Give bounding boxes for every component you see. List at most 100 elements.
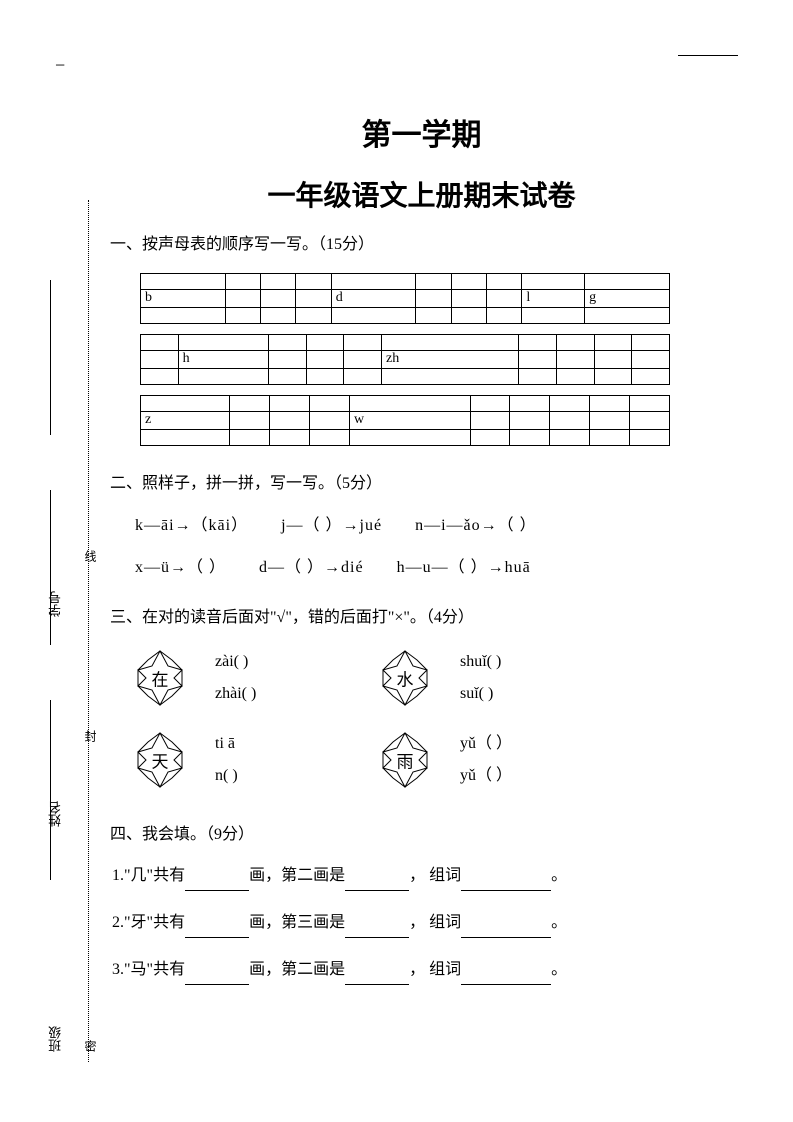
q3-opt: yǔ（ ） bbox=[460, 728, 620, 760]
q2-row-1: k—āi→（kāi） j—（ ）→jué n—i—ǎo→（ ） bbox=[135, 511, 733, 535]
q1-cell bbox=[550, 411, 590, 429]
blank[interactable] bbox=[461, 873, 551, 891]
q1-cell bbox=[344, 350, 382, 368]
q3-opt: n( ) bbox=[215, 760, 375, 792]
q1-cell bbox=[296, 289, 331, 307]
q1-cell: w bbox=[350, 411, 471, 429]
q4-line: 3."马"共有画，第二画是， 组词。 bbox=[112, 956, 733, 985]
q3-opt: ti ā bbox=[215, 728, 375, 760]
q1-cell bbox=[556, 350, 594, 368]
q1-heading: 一、按声母表的顺序写一写。（15分） bbox=[110, 232, 733, 258]
q4-text: 共有 bbox=[153, 961, 185, 978]
q4-heading: 四、我会填。（9分） bbox=[110, 822, 733, 848]
q2-item: x—ü→（ ） bbox=[135, 559, 226, 576]
q4-num: 1. bbox=[112, 867, 124, 884]
blank[interactable] bbox=[185, 920, 249, 938]
q3-readings: zài( ) zhài( ) bbox=[215, 646, 375, 710]
q1-cell bbox=[630, 411, 670, 429]
star-char: 水 bbox=[397, 665, 414, 690]
q3-row: 天 ti ā n( ) 雨 yǔ（ ） yǔ（ ） bbox=[130, 728, 733, 792]
q1-cell bbox=[310, 411, 350, 429]
blank[interactable] bbox=[185, 967, 249, 985]
q4-text: 共有 bbox=[153, 867, 185, 884]
q4-char: 马 bbox=[131, 961, 147, 978]
page-title-1: 第一学期 bbox=[110, 110, 733, 154]
q1-cell: h bbox=[178, 350, 268, 368]
q1-table-2: h zh bbox=[140, 334, 670, 385]
q1-cell bbox=[594, 350, 632, 368]
q1-cell bbox=[269, 350, 307, 368]
q1-cell bbox=[510, 411, 550, 429]
q3-heading: 三、在对的读音后面对"√"，错的后面打"×"。（4分） bbox=[110, 605, 733, 631]
q1-cell bbox=[470, 411, 510, 429]
q3-opt: zhài( ) bbox=[215, 678, 375, 710]
q2-heading: 二、照样子，拼一拼，写一写。（5分） bbox=[110, 471, 733, 497]
star-shui: 水 bbox=[375, 648, 435, 708]
q1-cell bbox=[230, 411, 270, 429]
q1-cell: d bbox=[331, 289, 416, 307]
q1-cell: b bbox=[141, 289, 226, 307]
q4-stroke-label: 第三画是 bbox=[281, 914, 345, 931]
q1-cell bbox=[590, 411, 630, 429]
q4-period: 。 bbox=[551, 867, 567, 884]
binding-line-name bbox=[50, 490, 51, 645]
q4-text: 共有 bbox=[153, 914, 185, 931]
q1-table-1: b d l g bbox=[140, 273, 670, 324]
q2-item: d—（ ）→dié bbox=[259, 559, 364, 576]
q3-row: 在 zài( ) zhài( ) 水 shuǐ( ) suǐ( ) bbox=[130, 646, 733, 710]
q1-cell: l bbox=[522, 289, 585, 307]
q1-cell bbox=[270, 411, 310, 429]
q2-item: n—i—ǎo→（ ） bbox=[415, 517, 537, 534]
q2-row-2: x—ü→（ ） d—（ ）→dié h—u—（ ）→huā bbox=[135, 553, 733, 577]
binding-label-class: 班级 bbox=[46, 1026, 65, 1052]
q3-opt: zài( ) bbox=[215, 646, 375, 678]
q4-char: 几 bbox=[131, 867, 147, 884]
q1-cell: zh bbox=[382, 350, 519, 368]
binding-label-id: 学号 bbox=[46, 591, 65, 617]
q1-cell bbox=[519, 350, 557, 368]
q4-stroke-label: 第二画是 bbox=[281, 961, 345, 978]
q1-cell bbox=[141, 350, 179, 368]
q3-grid: 在 zài( ) zhài( ) 水 shuǐ( ) suǐ( ) 天 bbox=[130, 646, 733, 792]
binding-line-id bbox=[50, 280, 51, 435]
star-tian: 天 bbox=[130, 730, 190, 790]
blank[interactable] bbox=[345, 967, 409, 985]
q2-item: j—（ ）→jué bbox=[281, 517, 382, 534]
blank[interactable] bbox=[345, 920, 409, 938]
q2-item: k—āi→（kāi） bbox=[135, 517, 248, 534]
blank[interactable] bbox=[461, 967, 551, 985]
star-char: 雨 bbox=[397, 747, 414, 772]
q3-readings: ti ā n( ) bbox=[215, 728, 375, 792]
q4-text: 画， bbox=[249, 914, 281, 931]
star-char: 天 bbox=[152, 747, 169, 772]
q2-item: h—u—（ ）→huā bbox=[397, 559, 531, 576]
star-char: 在 bbox=[152, 665, 169, 690]
q1-cell bbox=[306, 350, 344, 368]
q1-cell bbox=[225, 289, 260, 307]
seal-xian: 线 bbox=[82, 550, 99, 562]
q1-cell: g bbox=[585, 289, 670, 307]
q3-opt: shuǐ( ) bbox=[460, 646, 620, 678]
q3-opt: yǔ（ ） bbox=[460, 760, 620, 792]
q4-num: 3. bbox=[112, 961, 124, 978]
q4-char: 牙 bbox=[131, 914, 147, 931]
q4-line: 1."几"共有画，第二画是， 组词。 bbox=[112, 862, 733, 891]
page-title-2: 一年级语文上册期末试卷 bbox=[110, 174, 733, 214]
binding-line-class bbox=[50, 700, 51, 880]
q1-cell bbox=[416, 289, 451, 307]
blank[interactable] bbox=[345, 873, 409, 891]
q3-readings: shuǐ( ) suǐ( ) bbox=[460, 646, 620, 710]
binding-label-name: 姓名 bbox=[46, 801, 65, 827]
q4-text: ， 组词 bbox=[409, 914, 461, 931]
binding-margin: 班级 姓名 学号 密 封 线 bbox=[50, 200, 105, 1062]
q3-readings: yǔ（ ） yǔ（ ） bbox=[460, 728, 620, 792]
q4-period: 。 bbox=[551, 961, 567, 978]
q4-num: 2. bbox=[112, 914, 124, 931]
q1-cell bbox=[632, 350, 670, 368]
blank[interactable] bbox=[461, 920, 551, 938]
star-yu: 雨 bbox=[375, 730, 435, 790]
seal-feng: 封 bbox=[82, 730, 99, 742]
q4-text: ， 组词 bbox=[409, 867, 461, 884]
blank[interactable] bbox=[185, 873, 249, 891]
q1-cell: z bbox=[141, 411, 230, 429]
